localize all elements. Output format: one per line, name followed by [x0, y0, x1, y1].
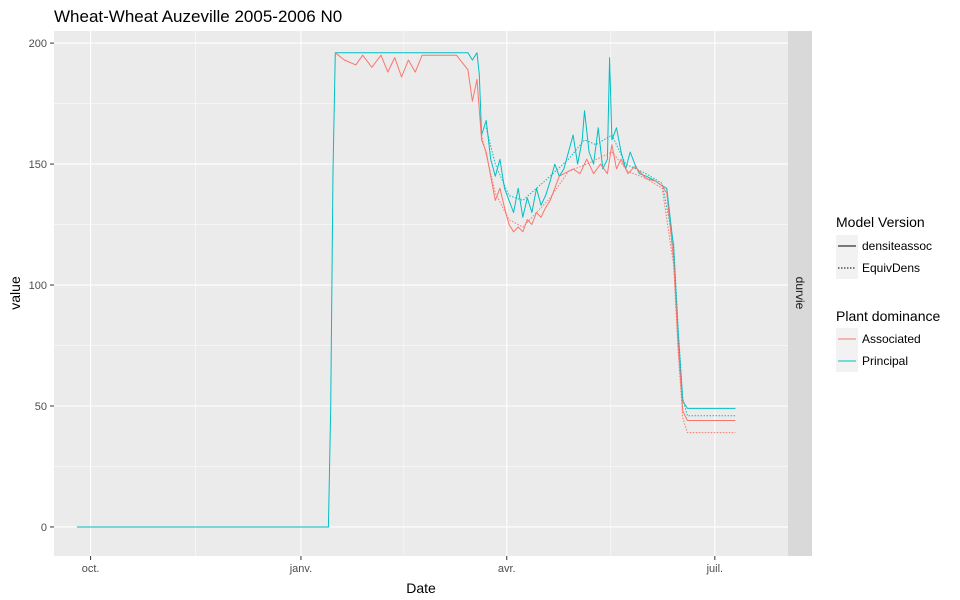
legend-label-densiteassoc: densiteassoc: [862, 239, 932, 253]
plot-panel: [54, 31, 788, 556]
x-axis-ticks: oct. janv. avr. juil.: [82, 556, 723, 575]
legend-label-equivdens: EquivDens: [862, 261, 920, 275]
x-axis-title: Date: [406, 580, 436, 596]
minor-gridlines: [54, 31, 788, 556]
x-tick-label: juil.: [706, 563, 724, 575]
series-layer: [76, 52, 736, 528]
facet-strip: [788, 31, 812, 556]
chart-title: Wheat-Wheat Auzeville 2005-2006 N0: [54, 7, 342, 26]
y-axis-ticks: 0 50 100 150 200: [29, 38, 54, 534]
major-gridlines: [54, 31, 788, 556]
facet-strip-label: durvie: [793, 277, 807, 310]
legend: Model Version densiteassoc EquivDens Pla…: [836, 214, 941, 372]
x-tick-label: avr.: [498, 563, 516, 575]
legend-label-associated: Associated: [862, 332, 921, 346]
legend-label-principal: Principal: [862, 354, 908, 368]
y-axis-title: value: [7, 276, 23, 310]
y-tick-label: 200: [29, 38, 47, 50]
x-tick-label: janv.: [289, 563, 312, 575]
series-line-principal-equivdens: [485, 127, 736, 417]
series-line-associated-densiteassoc: [334, 52, 736, 421]
y-tick-label: 150: [29, 159, 47, 171]
y-tick-label: 100: [29, 280, 47, 292]
legend-title-model-version: Model Version: [836, 214, 925, 230]
series-line-associated-equivdens: [481, 134, 736, 434]
x-tick-label: oct.: [82, 563, 100, 575]
legend-title-plant-dominance: Plant dominance: [836, 308, 941, 324]
y-tick-label: 0: [41, 522, 47, 534]
y-tick-label: 50: [35, 401, 47, 413]
